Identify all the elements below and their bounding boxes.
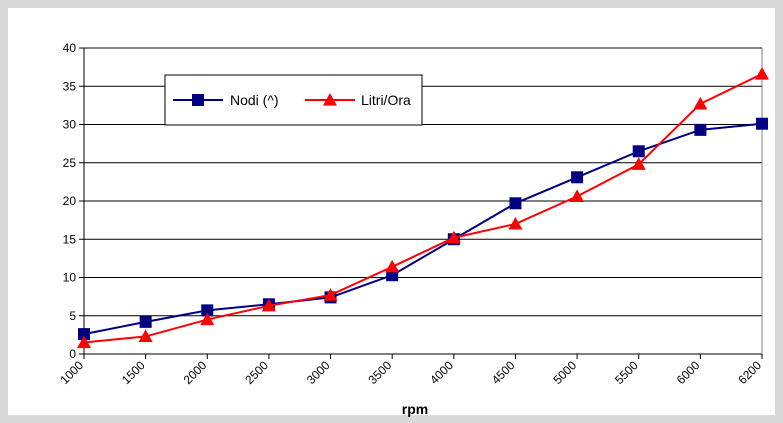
y-tick-label-40: 40: [63, 41, 77, 55]
data-point-s1-5000: [570, 189, 585, 203]
data-point-s1-2500: [261, 298, 276, 312]
legend-marker-0: [192, 94, 204, 106]
data-point-s0-2000: [201, 304, 214, 317]
x-tick-label-3500: 3500: [366, 358, 395, 387]
y-tick-label-15: 15: [63, 232, 77, 246]
data-point-s0-5000: [571, 171, 584, 184]
series-0: [78, 117, 768, 341]
series-line-0: [83, 122, 763, 336]
series: [77, 67, 769, 349]
x-tick-label-6200: 6200: [735, 358, 764, 387]
x-tick-label-2500: 2500: [242, 358, 271, 387]
legend-label-0: Nodi (^): [230, 92, 279, 108]
legend: Nodi (^) Litri/Ora: [164, 74, 423, 126]
data-point-s0-4500: [509, 197, 522, 210]
x-tick-label-2000: 2000: [181, 358, 210, 387]
data-point-s1-3000: [323, 288, 338, 301]
data-point-s1-4500: [508, 216, 523, 230]
x-tick-label-1500: 1500: [119, 358, 148, 387]
series-1: [77, 67, 769, 349]
data-point-s0-5500: [632, 145, 645, 158]
y-tick-label-20: 20: [63, 194, 77, 208]
x-axis-title: rpm: [402, 401, 428, 417]
gridlines: [84, 47, 762, 317]
legend-item-1: Litri/Ora: [305, 92, 411, 108]
y-tick-label-10: 10: [63, 271, 77, 285]
x-tick-label-1000: 1000: [57, 358, 86, 387]
data-point-s1-1500: [138, 329, 153, 343]
series-line-1: [83, 73, 763, 344]
x-tick-label-3000: 3000: [304, 358, 333, 387]
y-tick-label-0: 0: [69, 347, 76, 361]
y-tick-label-35: 35: [63, 79, 77, 93]
data-point-s1-3500: [385, 259, 400, 273]
data-point-s1-2000: [200, 312, 215, 326]
x-tick-label-5500: 5500: [612, 358, 641, 387]
x-tick-label-4500: 4500: [489, 358, 518, 387]
x-tick-label-4000: 4000: [427, 358, 456, 387]
y-tick-label-30: 30: [63, 118, 77, 132]
legend-item-0: Nodi (^): [173, 92, 279, 108]
y-tick-label-5: 5: [69, 309, 76, 323]
data-point-s0-6000: [694, 123, 707, 136]
legend-label-1: Litri/Ora: [361, 92, 411, 108]
data-point-s1-1000: [77, 335, 91, 349]
x-tick-label-6000: 6000: [674, 358, 703, 387]
y-tick-label-25: 25: [63, 156, 77, 170]
data-point-s0-1000: [78, 328, 90, 341]
data-point-s0-6200: [756, 117, 768, 130]
data-point-s1-6200: [755, 67, 769, 80]
data-point-s1-4000: [446, 230, 461, 244]
x-tick-label-5000: 5000: [550, 358, 579, 387]
data-point-s1-5500: [631, 157, 646, 170]
legend-marker-1: [323, 93, 337, 106]
data-point-s0-1500: [139, 315, 152, 328]
data-point-s1-6000: [693, 96, 708, 110]
